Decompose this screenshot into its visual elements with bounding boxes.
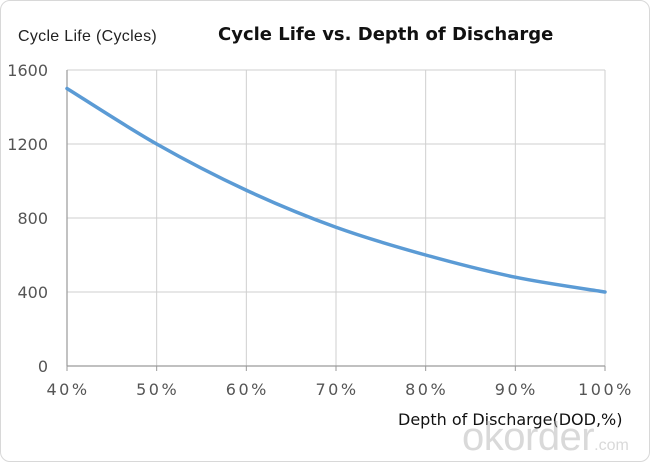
x-tick-label: 80% [405,380,448,399]
y-tick-label: 1200 [7,135,48,154]
x-tick-label: 90% [495,380,538,399]
y-tick-label: 400 [17,283,48,302]
grid-layer [66,69,606,371]
y-tick-label: 0 [38,357,48,376]
series-line [65,86,607,294]
x-tick-label: 100% [578,380,634,399]
x-tick-layer: 40% 50% 60% 70% 80% 90% 100% [46,380,634,399]
x-tick-label: 70% [315,380,358,399]
watermark-suffix: .com [594,437,629,454]
y-tick-layer: 0 400 800 1200 1600 [7,61,48,376]
watermark-main: okorder [462,415,595,459]
series-layer [65,86,607,294]
watermark: okorder.com [462,415,629,460]
y-axis-label: Cycle Life (Cycles) [18,28,158,45]
y-tick-label: 1600 [7,61,48,80]
y-tick-label: 800 [17,209,48,228]
x-tick-label: 40% [46,380,89,399]
x-tick-label: 60% [226,380,269,399]
x-tick-label: 50% [136,380,179,399]
chart-title: Cycle Life vs. Depth of Discharge [218,24,554,45]
x-axis-label: Depth of Discharge(DOD,%) [398,410,623,429]
